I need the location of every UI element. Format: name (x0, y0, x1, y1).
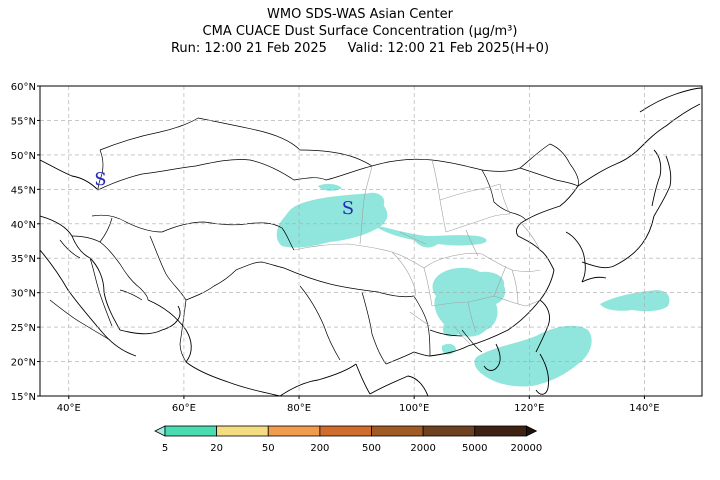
lon-tick-label: 60°E (172, 403, 196, 414)
lat-tick-label: 25°N (11, 323, 36, 334)
dust-area-taklimakan (276, 193, 388, 248)
map-frame (39, 85, 703, 397)
colorbar-label: 20000 (510, 443, 542, 454)
lat-tick-label: 20°N (11, 358, 36, 369)
graticule (40, 86, 702, 396)
lat-tick-label: 60°N (11, 82, 36, 93)
colorbar-label: 500 (362, 443, 381, 454)
colorbar-label: 200 (310, 443, 329, 454)
lat-tick-label: 50°N (11, 151, 36, 162)
run-valid-time: Run: 12:00 21 Feb 2025 Valid: 12:00 21 F… (170, 41, 550, 56)
colorbar-upper-arrow (525, 425, 538, 437)
dust-source-markers: SS (94, 169, 354, 219)
lat-tick-label: 30°N (11, 289, 36, 300)
lon-tick-label: 120°E (514, 403, 544, 414)
dust-area-central-china (432, 267, 506, 337)
colorbar: 5 20 50 200 500 2000 5000 20000 (154, 425, 542, 454)
dust-area-north-xinjiang (318, 183, 342, 191)
lon-tick-label: 80°E (287, 403, 311, 414)
dust-area-south-china-sea (474, 325, 592, 387)
figure-title: WMO SDS-WAS Asian Center (267, 7, 453, 22)
colorbar-segment (267, 425, 321, 437)
latitude-labels: 15°N 20°N 25°N 30°N 35°N 40°N 45°N 50°N 55°N 60°N (11, 82, 40, 403)
dust-source-marker: S (342, 198, 354, 219)
colorbar-label: 50 (262, 443, 275, 454)
colorbar-label: 2000 (410, 443, 435, 454)
boundary-layer (40, 87, 702, 396)
colorbar-lower-arrow (154, 425, 166, 437)
lon-tick-label: 140°E (629, 403, 659, 414)
colorbar-segment (474, 425, 527, 437)
lon-tick-label: 100°E (399, 403, 429, 414)
dust-area-pacific (600, 290, 670, 312)
dust-concentration-layer (276, 183, 670, 387)
colorbar-segment (422, 425, 476, 437)
lat-tick-label: 45°N (11, 185, 36, 196)
lon-tick-label: 40°E (57, 403, 81, 414)
colorbar-label: 20 (210, 443, 223, 454)
figure-subtitle: CMA CUACE Dust Surface Concentration (μg… (202, 24, 518, 39)
dust-area-junggar (366, 192, 385, 210)
colorbar-segment (319, 425, 372, 437)
national-borders (49, 117, 579, 365)
colorbar-segment (371, 425, 424, 437)
colorbar-label: 5 (162, 443, 168, 454)
colorbar-label: 5000 (462, 443, 487, 454)
colorbar-segment (216, 425, 269, 437)
lat-tick-label: 15°N (11, 392, 36, 403)
longitude-labels: 40°E 60°E 80°E 100°E 120°E 140°E (57, 396, 660, 414)
provincial-borders (293, 159, 541, 347)
dust-source-marker: S (94, 169, 106, 190)
lat-tick-label: 55°N (11, 116, 36, 127)
lat-tick-label: 35°N (11, 254, 36, 265)
dust-area-gansu (378, 226, 487, 248)
colorbar-segment (164, 425, 218, 437)
lat-tick-label: 40°N (11, 220, 36, 231)
coastlines (40, 87, 702, 396)
